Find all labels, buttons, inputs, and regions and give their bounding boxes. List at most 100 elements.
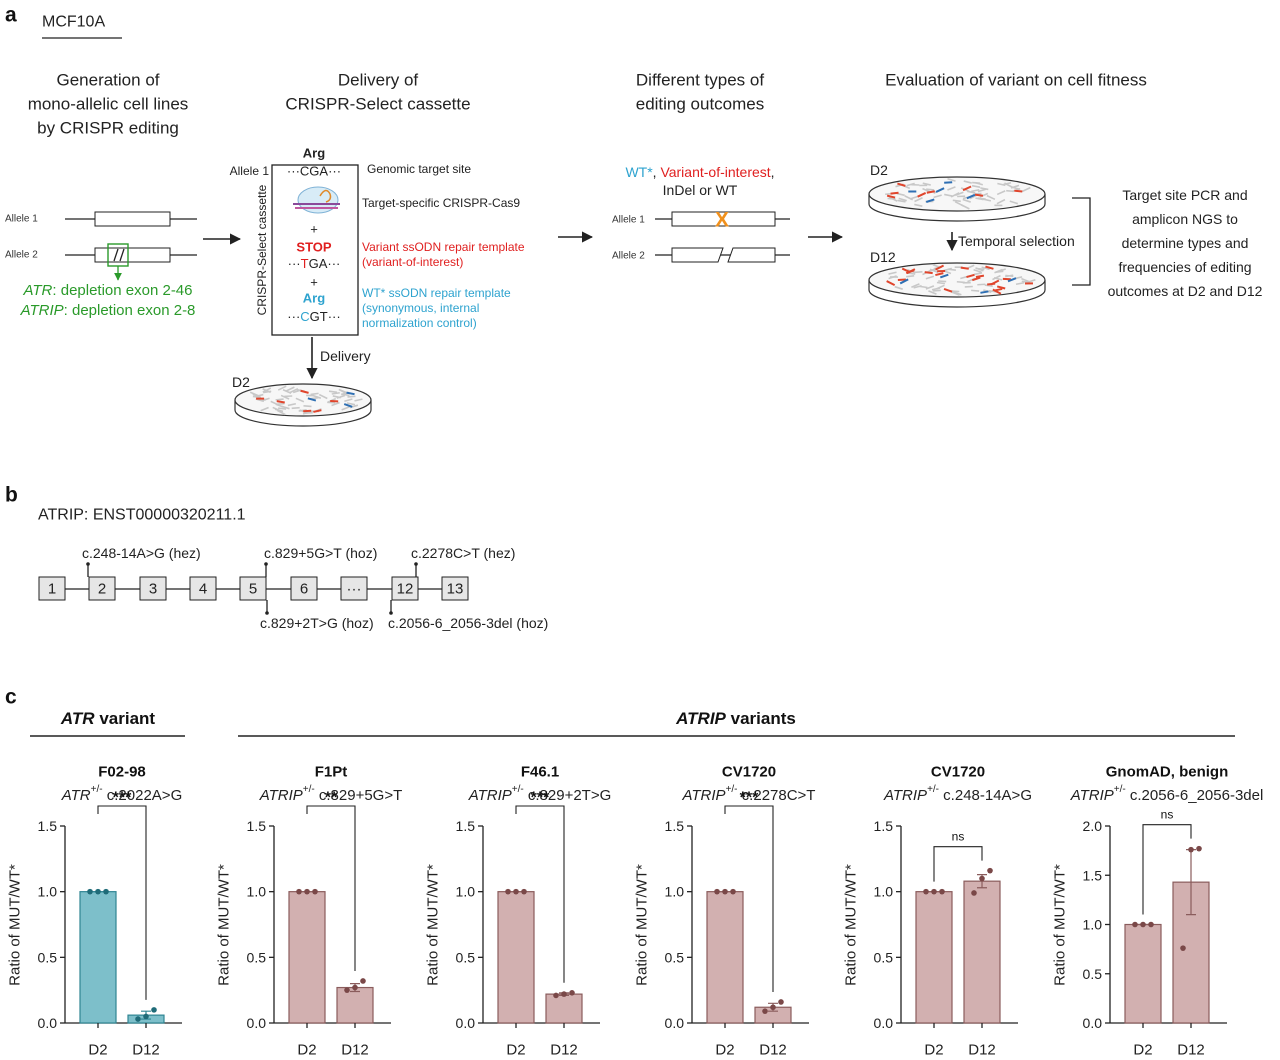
allele-label: Allele 1	[5, 214, 38, 225]
codon: ···TGA···	[288, 256, 341, 271]
cell	[354, 398, 363, 402]
cell	[984, 284, 993, 288]
exon-label: ···	[347, 581, 362, 598]
chart-subtitle: ATRIP+/- c.829+2T>G	[468, 784, 612, 804]
cell	[897, 199, 906, 203]
cell	[911, 283, 920, 288]
data-point	[730, 888, 736, 895]
exon	[290, 576, 318, 601]
cell	[936, 281, 946, 285]
chart-subtitle: ATRIP+/- c.829+5G>T	[259, 784, 403, 804]
exon-label: 12	[397, 581, 414, 598]
cell	[950, 192, 960, 198]
gene-box	[671, 211, 776, 227]
cell	[963, 180, 972, 184]
cell	[952, 199, 961, 203]
bar	[336, 986, 374, 1024]
y-tick-label: 0.0	[247, 1015, 267, 1031]
text-part: ATR	[23, 282, 53, 299]
y-tick-label: 1.5	[247, 818, 267, 834]
cell	[1002, 181, 1012, 186]
text-part: +/-	[91, 784, 103, 795]
x-tick-label: D12	[341, 1042, 369, 1059]
data-point	[312, 888, 318, 895]
cell	[981, 266, 990, 271]
y-tick-label: 1.0	[456, 884, 476, 900]
y-tick-label: 0.0	[456, 1015, 476, 1031]
cell	[295, 397, 305, 403]
text-part: +/-	[927, 784, 939, 795]
bar	[288, 891, 326, 1024]
y-tick-label: 0.5	[247, 949, 267, 965]
cell	[281, 405, 290, 410]
text-part: +/-	[1114, 784, 1126, 795]
data-point	[1180, 945, 1186, 951]
cell	[1021, 277, 1030, 283]
y-tick-label: 1.5	[665, 818, 685, 834]
text-part: : depletion exon 2-8	[64, 302, 196, 319]
cell	[985, 265, 994, 270]
exon	[189, 576, 217, 601]
data-point	[1196, 845, 1202, 852]
chart-subtitle: ATRIP+/- c.2278C>T	[682, 784, 816, 804]
cell	[992, 288, 1002, 295]
cell	[994, 268, 1003, 274]
y-axis-label: Ratio of MUT/WT*	[7, 864, 24, 986]
cell	[292, 389, 302, 394]
text-part: +/-	[512, 784, 524, 795]
transcript: ATRIP: ENST00000320211.1	[38, 507, 246, 524]
y-tick-label: 1.5	[1083, 867, 1103, 883]
y-tick-label: 0.0	[38, 1015, 58, 1031]
edit-mark: X	[715, 209, 729, 232]
bar	[963, 880, 1001, 1024]
data-point	[505, 888, 511, 895]
cell	[341, 406, 350, 411]
cell	[300, 389, 309, 394]
cell	[974, 181, 984, 186]
cell	[277, 385, 287, 391]
x-tick-label: D2	[297, 1042, 316, 1059]
step-heading: Different types of	[636, 71, 764, 90]
cell	[898, 197, 907, 202]
cell	[346, 402, 356, 406]
cell	[291, 406, 300, 410]
y-tick-label: 0.0	[874, 1015, 894, 1031]
x-tick-label: D2	[88, 1042, 107, 1059]
y-tick-label: 1.0	[665, 884, 685, 900]
cell	[289, 387, 299, 394]
cell	[935, 187, 945, 193]
significance-label: ***	[531, 790, 550, 807]
y-tick-label: 1.0	[1083, 917, 1103, 933]
cell	[996, 198, 1006, 205]
exon-label: 3	[149, 581, 157, 598]
cell	[982, 198, 992, 202]
data-point	[1140, 921, 1146, 928]
cell	[318, 393, 328, 400]
cell	[312, 394, 322, 399]
data-point	[778, 999, 784, 1005]
cell	[973, 192, 982, 196]
cassette-label: (synonymous, internal	[362, 301, 479, 315]
chart-subtitle: ATR+/- c.2022A>G	[61, 784, 182, 804]
cell	[344, 398, 353, 403]
cell	[310, 392, 319, 396]
data-point	[95, 888, 101, 895]
plus: +	[310, 275, 318, 290]
significance-bracket	[933, 846, 983, 882]
text-part: c.248-14A>G	[939, 787, 1032, 804]
cell	[909, 195, 919, 200]
group-header: ATR variant	[60, 709, 155, 728]
outcome-types: InDel or WT	[663, 182, 738, 198]
y-tick-label: 1.0	[874, 884, 894, 900]
chart-title: CV1720	[722, 764, 776, 781]
cell	[888, 271, 897, 275]
exon	[391, 576, 419, 601]
bar	[1124, 923, 1162, 1024]
cell	[973, 272, 983, 276]
cell	[980, 290, 989, 294]
y-tick-label: 1.5	[456, 818, 476, 834]
text-part: c.2056-6_2056-3del	[1126, 787, 1264, 804]
significance-bracket	[1142, 824, 1192, 915]
variant-label: c.829+2T>G (hoz)	[260, 615, 374, 631]
cell	[262, 388, 271, 394]
